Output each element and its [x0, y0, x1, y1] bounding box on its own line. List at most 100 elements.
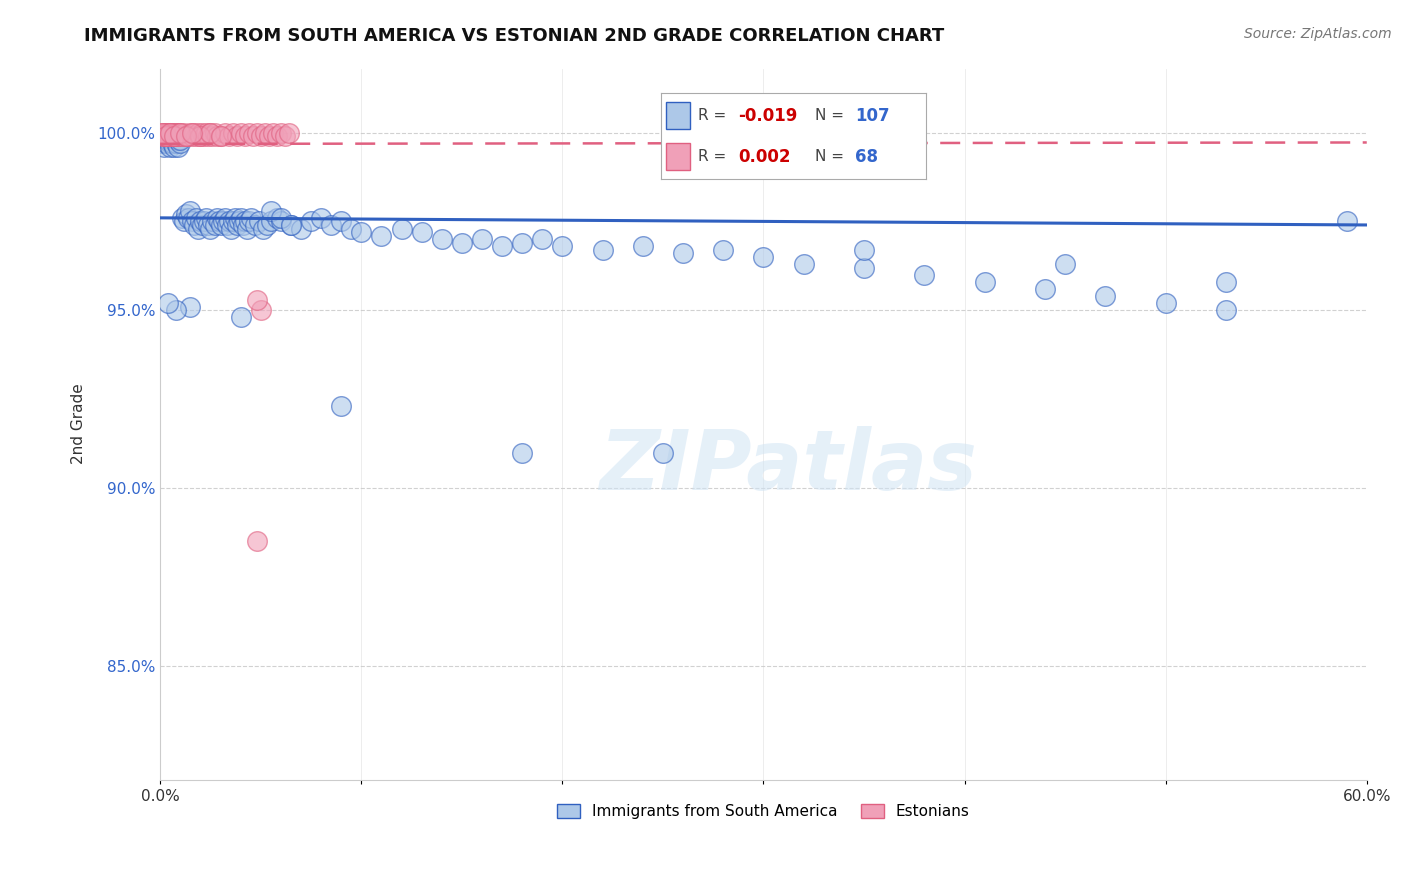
Point: [195, 211, 218, 225]
Point: [224, 211, 246, 225]
Point: [150, 133, 173, 147]
Point: [1215, 275, 1237, 289]
Point: [200, 126, 222, 140]
Point: [266, 211, 288, 225]
Text: Source: ZipAtlas.com: Source: ZipAtlas.com: [1244, 27, 1392, 41]
Point: [179, 203, 201, 218]
Point: [510, 445, 533, 459]
Point: [471, 232, 494, 246]
Point: [179, 300, 201, 314]
Point: [167, 133, 190, 147]
Point: [176, 207, 198, 221]
Point: [167, 129, 190, 144]
Point: [191, 218, 214, 232]
Point: [262, 126, 284, 140]
Point: [1094, 289, 1116, 303]
Point: [167, 140, 190, 154]
Point: [246, 293, 269, 307]
Point: [531, 232, 554, 246]
Point: [260, 214, 283, 228]
Point: [173, 126, 195, 140]
Text: ZIPatlas: ZIPatlas: [599, 426, 977, 508]
Point: [228, 214, 250, 228]
Point: [163, 129, 186, 144]
Point: [193, 129, 215, 144]
Point: [242, 129, 264, 144]
Point: [411, 225, 433, 239]
Point: [853, 260, 876, 275]
Point: [181, 126, 204, 140]
Point: [711, 243, 734, 257]
Point: [350, 225, 373, 239]
Point: [209, 129, 232, 144]
Point: [186, 129, 208, 144]
Point: [249, 129, 271, 144]
Point: [249, 303, 271, 318]
Point: [176, 129, 198, 144]
Point: [181, 129, 204, 144]
Point: [165, 303, 187, 318]
Point: [225, 129, 247, 144]
Point: [162, 136, 184, 151]
Point: [205, 129, 228, 144]
Point: [172, 211, 194, 225]
Point: [1033, 282, 1056, 296]
Point: [197, 129, 219, 144]
Y-axis label: 2nd Grade: 2nd Grade: [72, 384, 86, 465]
Point: [280, 218, 302, 232]
Point: [430, 232, 453, 246]
Point: [340, 221, 363, 235]
Point: [229, 310, 252, 325]
Point: [215, 218, 238, 232]
Point: [159, 136, 181, 151]
Point: [218, 214, 240, 228]
Point: [221, 126, 243, 140]
Point: [260, 203, 283, 218]
Point: [159, 140, 181, 154]
Point: [169, 126, 191, 140]
Point: [177, 211, 200, 225]
Point: [247, 214, 270, 228]
Point: [150, 126, 173, 140]
Point: [793, 257, 815, 271]
Point: [190, 129, 212, 144]
Point: [153, 140, 176, 154]
Point: [246, 534, 269, 549]
Point: [1054, 257, 1077, 271]
Point: [270, 214, 292, 228]
Point: [391, 221, 413, 235]
Point: [1154, 296, 1177, 310]
Point: [321, 218, 343, 232]
Point: [179, 126, 201, 140]
Point: [219, 221, 242, 235]
Point: [256, 218, 278, 232]
Point: [153, 126, 176, 140]
Point: [186, 211, 208, 225]
Point: [233, 129, 256, 144]
Point: [973, 275, 995, 289]
Point: [243, 218, 266, 232]
Point: [238, 126, 260, 140]
Point: [204, 218, 226, 232]
Point: [200, 221, 222, 235]
Point: [150, 136, 173, 151]
Point: [163, 129, 186, 144]
Point: [150, 129, 173, 144]
Point: [280, 218, 302, 232]
Point: [187, 221, 209, 235]
Point: [252, 221, 274, 235]
Point: [163, 140, 186, 154]
Point: [200, 126, 222, 140]
Point: [173, 214, 195, 228]
Point: [299, 214, 322, 228]
Point: [207, 214, 229, 228]
Point: [221, 214, 243, 228]
Point: [195, 126, 218, 140]
Point: [165, 133, 187, 147]
Point: [169, 136, 191, 151]
Point: [1215, 303, 1237, 318]
Point: [197, 218, 219, 232]
Point: [370, 228, 392, 243]
Point: [214, 211, 236, 225]
Point: [153, 129, 176, 144]
